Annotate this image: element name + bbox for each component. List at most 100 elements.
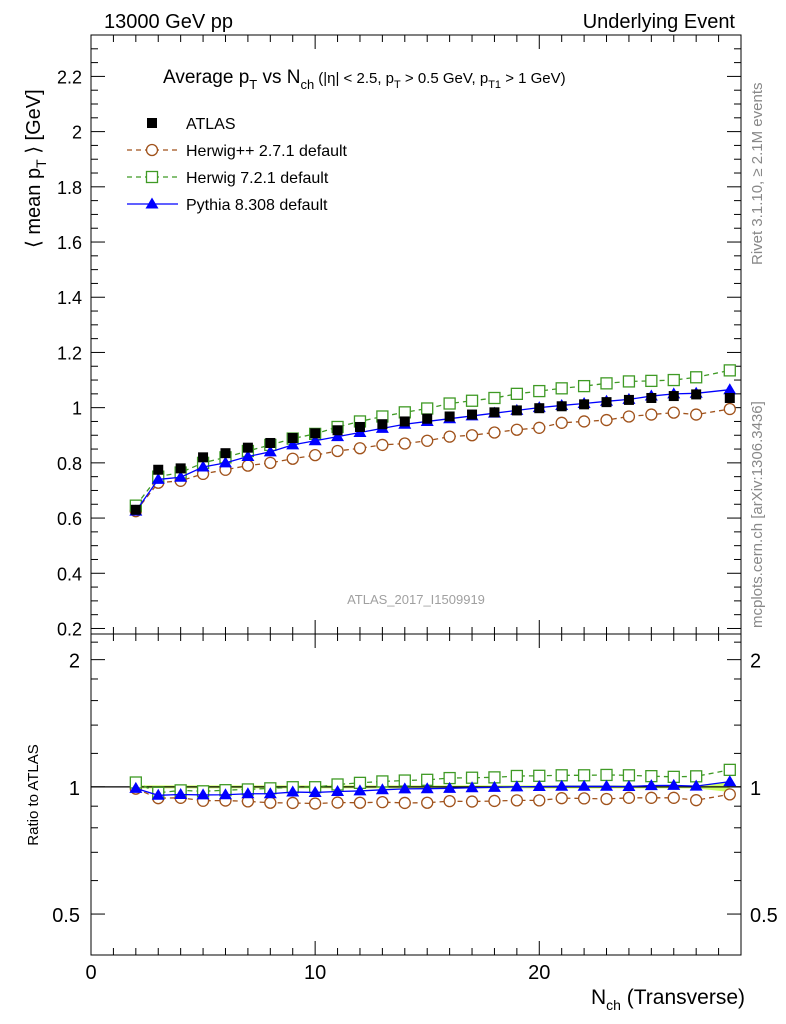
xlabel-a: N bbox=[591, 986, 606, 1009]
point-data bbox=[175, 463, 186, 474]
ratio-point-herwigpp bbox=[667, 791, 680, 804]
ratio-y-tick-label: 0.5 bbox=[52, 905, 80, 927]
point-herwig7 bbox=[645, 374, 658, 388]
point-data bbox=[310, 428, 321, 439]
point-pythia bbox=[331, 430, 345, 442]
ratio-point-herwig7 bbox=[510, 769, 524, 783]
point-herwigpp bbox=[443, 430, 456, 443]
point-data bbox=[489, 407, 500, 418]
point-herwig7 bbox=[510, 387, 524, 400]
legend-label-atlas: ATLAS bbox=[186, 116, 236, 133]
ratio-point-pythia bbox=[689, 779, 703, 791]
ylabel-a: ⟨ mean p bbox=[23, 168, 45, 248]
point-pythia bbox=[286, 438, 300, 450]
y-tick-label: 1.6 bbox=[57, 233, 82, 253]
ratio-point-pythia bbox=[420, 782, 434, 794]
ratio-point-pythia bbox=[331, 784, 345, 796]
ratio-point-herwigpp bbox=[398, 796, 411, 810]
ratio-ticks: 0.5 1 2 0.5 1 2 bbox=[52, 634, 778, 956]
point-data bbox=[601, 397, 612, 408]
point-pythia bbox=[263, 445, 277, 457]
legend-item-atlas: ATLAS bbox=[147, 116, 236, 133]
title-cut-end: > 1 GeV) bbox=[501, 70, 566, 87]
ratio-point-pythia bbox=[375, 783, 389, 795]
point-data bbox=[556, 401, 567, 412]
y-tick-label: 0.4 bbox=[57, 564, 82, 584]
ratio-point-herwig7 bbox=[533, 769, 546, 782]
legend-marker-pythia bbox=[145, 197, 159, 209]
legend-label-pythia: Pythia 8.308 default bbox=[186, 197, 328, 214]
main-ticks: 0.2 0.4 0.6 0.8 1 1.2 1.4 1.6 1.8 2 2.2 bbox=[57, 35, 742, 639]
ratio-point-pythia bbox=[174, 788, 188, 800]
ratio-point-pythia bbox=[398, 782, 412, 794]
point-data bbox=[377, 419, 388, 430]
ratio-panel: 0.5 1 2 0.5 1 2 Ratio to ATLAS bbox=[25, 633, 778, 956]
series-data bbox=[130, 389, 735, 515]
ratio-point-pythia bbox=[600, 779, 614, 791]
ratio-point-herwig7 bbox=[723, 763, 736, 777]
ratio-point-pythia bbox=[555, 779, 569, 791]
ratio-point-pythia bbox=[353, 784, 367, 796]
ratio-point-herwigpp bbox=[533, 794, 546, 807]
point-herwig7 bbox=[667, 373, 680, 387]
point-data bbox=[668, 391, 679, 402]
point-herwig7 bbox=[398, 406, 411, 419]
ratio-point-herwigpp bbox=[645, 791, 658, 804]
ratio-frame bbox=[90, 633, 742, 956]
ratio-point-pythia bbox=[532, 779, 546, 791]
ratio-point-pythia bbox=[622, 779, 636, 791]
legend-marker-atlas bbox=[147, 118, 157, 128]
ratio-y-tick-label-right: 0.5 bbox=[750, 905, 778, 927]
point-herwigpp bbox=[331, 444, 344, 458]
point-data bbox=[511, 405, 522, 416]
ratio-series-pythia bbox=[129, 775, 737, 800]
legend-label-herwig7: Herwig 7.2.1 default bbox=[186, 170, 329, 187]
title-cut-sub1: T bbox=[394, 79, 401, 91]
point-herwigpp bbox=[398, 437, 411, 450]
y-tick-label: 1 bbox=[72, 399, 82, 419]
ratio-point-pythia bbox=[465, 781, 479, 793]
rivet-label: Rivet 3.1.10, ≥ 2.1M events bbox=[749, 83, 766, 266]
ratio-point-pythia bbox=[263, 787, 277, 799]
legend-marker-herwig7 bbox=[145, 170, 159, 184]
ratio-point-herwig7 bbox=[622, 769, 636, 782]
y-tick-label: 1.4 bbox=[57, 288, 82, 308]
point-data bbox=[332, 425, 343, 436]
point-herwigpp bbox=[622, 410, 636, 423]
point-pythia bbox=[723, 383, 737, 395]
ratio-point-herwigpp bbox=[421, 796, 434, 809]
y-tick-label: 0.6 bbox=[57, 509, 82, 529]
y-tick-label: 1.2 bbox=[57, 343, 82, 363]
ratio-point-pythia bbox=[196, 788, 210, 800]
series-herwigpp bbox=[129, 402, 736, 518]
legend-item-pythia: Pythia 8.308 default bbox=[127, 197, 328, 214]
ratio-point-herwigpp bbox=[465, 795, 479, 808]
point-herwig7 bbox=[600, 377, 613, 390]
ratio-point-herwigpp bbox=[443, 795, 456, 808]
ratio-point-pythia bbox=[644, 779, 658, 791]
point-data bbox=[242, 442, 253, 453]
ratio-point-pythia bbox=[443, 781, 457, 793]
ratio-y-tick-label-right: 2 bbox=[750, 651, 761, 673]
point-herwigpp bbox=[690, 408, 703, 421]
main-ylabel: ⟨ mean pT ⟩ [GeV] bbox=[23, 89, 49, 248]
point-herwigpp bbox=[308, 448, 322, 462]
point-herwigpp bbox=[723, 402, 736, 416]
ratio-point-herwigpp bbox=[555, 792, 568, 805]
point-herwig7 bbox=[421, 402, 434, 415]
title-a-sub: T bbox=[249, 77, 257, 92]
point-data bbox=[399, 416, 410, 427]
y-tick-label: 0.2 bbox=[57, 619, 82, 639]
point-herwigpp bbox=[533, 421, 546, 434]
series-line-herwig7 bbox=[135, 369, 730, 507]
legend-item-herwigpp: Herwig++ 2.7.1 default bbox=[127, 143, 348, 160]
legend-marker-herwigpp bbox=[145, 143, 159, 157]
ylabel-sub: T bbox=[33, 159, 49, 168]
point-herwigpp bbox=[488, 426, 501, 439]
title-b-sub: ch bbox=[301, 77, 315, 92]
ratio-point-pythia bbox=[510, 780, 524, 792]
point-data bbox=[444, 411, 455, 422]
mcplots-label: mcplots.cern.ch [arXiv:1306.3436] bbox=[749, 401, 766, 628]
point-herwig7 bbox=[622, 375, 636, 388]
